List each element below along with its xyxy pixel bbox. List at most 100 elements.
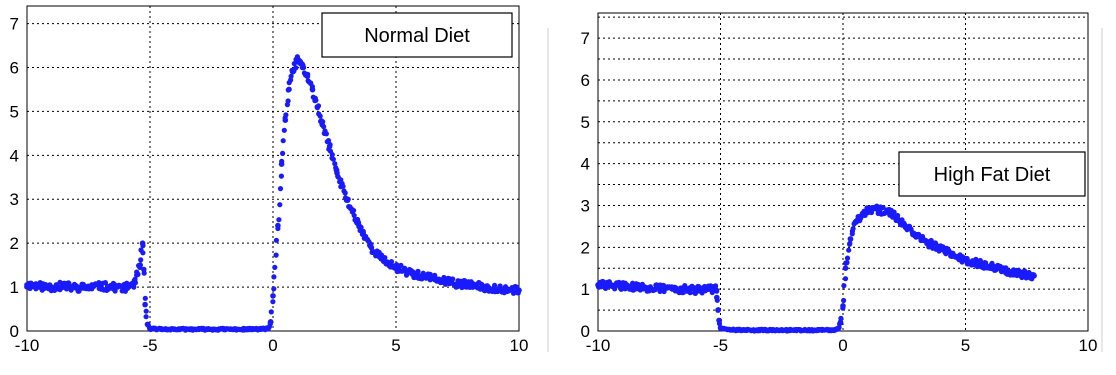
tick-labels: -10 -5 0 5 10 0 1 2 3 4 5 6 7 (10, 15, 529, 355)
trace-point (310, 87, 316, 93)
y-tick-label: 1 (581, 280, 590, 299)
y-tick-label: 6 (10, 58, 19, 77)
trace-point (317, 113, 323, 119)
trace-point (138, 257, 144, 263)
trace-point (270, 299, 276, 305)
trace-point (841, 297, 847, 304)
trace-point (715, 307, 722, 313)
x-tick-label: 5 (391, 336, 400, 355)
trace-point (272, 264, 278, 270)
trace-point (137, 264, 143, 270)
trace-point (273, 252, 279, 258)
trace-point (345, 196, 351, 202)
trace-point (325, 138, 332, 144)
trace-point (273, 237, 279, 243)
trace-point (305, 71, 311, 77)
trace-point (388, 259, 395, 265)
trace-point (973, 256, 979, 262)
trace-point (687, 290, 693, 296)
y-tick-label: 0 (581, 322, 590, 341)
trace-point (140, 243, 146, 249)
data-point (270, 293, 276, 299)
trace-point (848, 236, 854, 242)
trace-point (140, 250, 146, 256)
trace-point (285, 98, 291, 104)
data-point (142, 301, 148, 308)
trace-point (313, 97, 319, 103)
trace-point (351, 207, 357, 214)
trace-point (713, 283, 719, 289)
trace-point (398, 262, 404, 268)
tick-labels: -10 -5 0 5 10 0 1 2 3 4 5 6 7 (581, 29, 1098, 355)
trace-point (321, 124, 327, 130)
trace-point (280, 150, 286, 156)
trace-point (279, 158, 285, 164)
trace-point (96, 280, 102, 286)
trace-point (840, 305, 846, 311)
trace-point (271, 286, 277, 292)
x-tick-label: -5 (142, 336, 157, 355)
trace-point (301, 64, 307, 71)
trace-point (709, 289, 715, 296)
x-tick-label: -10 (15, 336, 40, 355)
trace-point (143, 314, 149, 320)
trace-point (844, 260, 850, 266)
trace-point (1031, 272, 1037, 278)
x-tick-label: 0 (838, 336, 847, 355)
trace-point (334, 167, 340, 173)
trace-point (1029, 276, 1035, 282)
y-tick-label: 7 (10, 15, 19, 34)
y-tick-label: 5 (581, 113, 590, 132)
trace-point (132, 276, 138, 282)
trace-point (358, 224, 364, 230)
y-tick-label: 2 (10, 234, 19, 253)
y-tick-label: 2 (581, 238, 590, 257)
trace-point (514, 285, 520, 291)
trace-point (268, 319, 274, 325)
trace-point (844, 255, 851, 261)
trace-point (288, 73, 294, 79)
trace-point (838, 315, 844, 321)
y-tick-label: 0 (10, 322, 19, 341)
trace-point (332, 161, 338, 167)
y-tick-label: 3 (10, 190, 19, 209)
trace-point (635, 281, 641, 288)
trace-point (891, 209, 897, 215)
x-tick-label: -5 (713, 336, 728, 355)
trace-point (329, 152, 335, 158)
trace-point (112, 288, 118, 294)
trace-point (281, 127, 287, 133)
trace-point (320, 119, 326, 125)
y-tick-label: 3 (581, 196, 590, 215)
trace-point (277, 202, 283, 208)
trace-point (657, 288, 663, 294)
trace-point (283, 112, 289, 118)
legend-box: High Fat Diet (898, 151, 1086, 197)
trace-point (450, 276, 456, 282)
trace-point (271, 274, 277, 280)
trace-point (285, 87, 291, 93)
trace-point (382, 255, 388, 261)
trace-point (842, 276, 849, 282)
trace-point (515, 290, 521, 296)
trace-point (340, 183, 346, 189)
trace-point (63, 286, 70, 292)
trace-point (291, 61, 297, 67)
trace-point (895, 212, 901, 219)
y-tick-label: 1 (10, 278, 19, 297)
trace-point (841, 283, 847, 289)
y-tick-label: 4 (10, 146, 19, 165)
chart-high-fat-diet: -10 -5 0 5 10 0 1 2 3 4 5 6 7 High Fat Diet (547, 12, 1103, 355)
trace-point (131, 284, 137, 290)
trace-point (355, 219, 362, 225)
trace-point (492, 282, 498, 288)
trace-point (497, 283, 503, 289)
trace-point (368, 241, 374, 247)
trace-point (880, 204, 886, 211)
trace-point (983, 260, 989, 266)
trace-point (315, 103, 322, 109)
trace-point (268, 309, 274, 315)
trace-point (293, 65, 299, 71)
trace-point (330, 156, 336, 162)
